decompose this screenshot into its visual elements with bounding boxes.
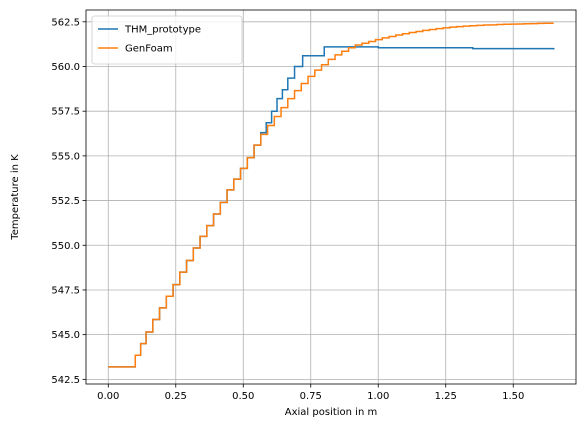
x-axis-ticks: 0.00 0.25 0.50 0.75 1.00 1.25 1.50 bbox=[97, 384, 524, 402]
x-tick-label: 1.50 bbox=[502, 391, 524, 402]
x-tick-label: 0.25 bbox=[165, 391, 187, 402]
x-tick-label: 1.25 bbox=[435, 391, 457, 402]
y-tick-label: 562.5 bbox=[51, 17, 80, 28]
y-tick-label: 542.5 bbox=[51, 375, 80, 386]
legend-entry-label: THM_prototype bbox=[124, 25, 201, 36]
y-tick-label: 557.5 bbox=[51, 107, 80, 118]
plot-area-frame bbox=[85, 9, 577, 385]
series-lines bbox=[108, 22, 555, 368]
x-tick-label: 0.50 bbox=[232, 391, 254, 402]
x-tick-label: 0.00 bbox=[97, 391, 119, 402]
legend-box bbox=[91, 15, 243, 65]
legend-entry-label: GenFoam bbox=[125, 44, 173, 55]
y-tick-label: 552.5 bbox=[51, 196, 80, 207]
y-tick-label: 545.0 bbox=[51, 330, 80, 341]
x-tick-label: 1.00 bbox=[367, 391, 389, 402]
y-tick-label: 560.0 bbox=[51, 62, 80, 73]
y-tick-label: 547.5 bbox=[51, 285, 80, 296]
y-tick-label: 550.0 bbox=[51, 241, 80, 252]
y-axis-label: Temperature in K bbox=[10, 154, 21, 241]
legend: THM_prototype GenFoam bbox=[91, 15, 243, 65]
y-axis-ticks: 542.5 545.0 547.5 550.0 552.5 555.0 557.5 560.0… bbox=[51, 17, 86, 386]
y-tick-label: 555.0 bbox=[51, 151, 80, 162]
series-line-genfoam bbox=[108, 22, 554, 368]
x-axis-label: Axial position in m bbox=[285, 407, 377, 418]
grid bbox=[86, 10, 576, 384]
x-tick-label: 0.75 bbox=[300, 391, 322, 402]
